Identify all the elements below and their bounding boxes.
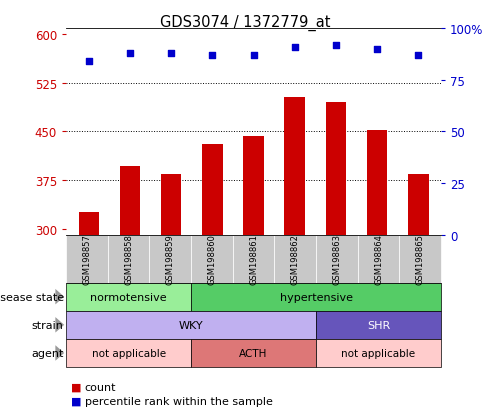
Text: GSM198861: GSM198861 [249, 234, 258, 285]
Point [415, 52, 422, 59]
Text: disease state: disease state [0, 292, 64, 302]
Point [332, 42, 340, 49]
Bar [285, 98, 305, 235]
Bar [161, 174, 181, 235]
Bar [202, 145, 222, 235]
Text: ACTH: ACTH [240, 348, 268, 358]
Text: WKY: WKY [179, 320, 203, 330]
Point [126, 50, 134, 57]
Point [85, 59, 93, 65]
Text: hypertensive: hypertensive [280, 292, 352, 302]
Text: count: count [85, 382, 116, 392]
Text: GSM198858: GSM198858 [124, 234, 133, 285]
Bar [78, 213, 99, 235]
Bar [120, 166, 140, 235]
Bar [243, 137, 264, 235]
Bar [367, 130, 388, 235]
Text: GSM198863: GSM198863 [332, 234, 342, 285]
Text: GSM198860: GSM198860 [207, 234, 217, 285]
Bar [408, 174, 429, 235]
Point [249, 52, 258, 59]
Text: GSM198865: GSM198865 [416, 234, 425, 285]
Text: not applicable: not applicable [92, 348, 166, 358]
Text: strain: strain [32, 320, 64, 330]
Text: agent: agent [31, 348, 64, 358]
Text: SHR: SHR [367, 320, 390, 330]
Text: normotensive: normotensive [90, 292, 167, 302]
Text: GSM198864: GSM198864 [374, 234, 383, 285]
Point [167, 50, 175, 57]
Text: GDS3074 / 1372779_at: GDS3074 / 1372779_at [160, 14, 330, 31]
Text: ■: ■ [71, 382, 81, 392]
Text: GSM198862: GSM198862 [291, 234, 300, 285]
Text: GSM198859: GSM198859 [166, 234, 175, 285]
Text: ■: ■ [71, 396, 81, 406]
Point [208, 52, 216, 59]
Text: percentile rank within the sample: percentile rank within the sample [85, 396, 272, 406]
Point [373, 46, 381, 53]
Text: GSM198857: GSM198857 [82, 234, 92, 285]
Text: not applicable: not applicable [342, 348, 416, 358]
Bar [326, 102, 346, 235]
Point [291, 44, 299, 51]
